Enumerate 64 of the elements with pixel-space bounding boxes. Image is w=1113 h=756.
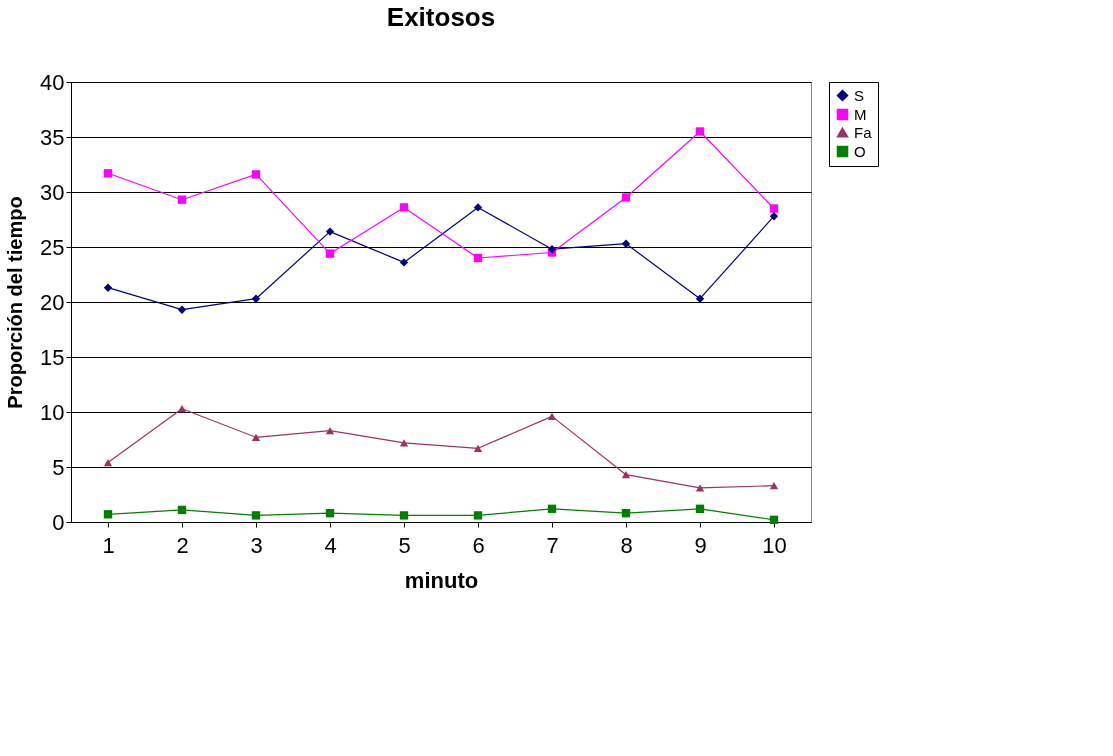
point: [325, 249, 335, 258]
point: [621, 239, 631, 248]
point: [473, 203, 483, 212]
point: [547, 504, 557, 513]
point: [695, 127, 705, 136]
point: [177, 505, 187, 515]
point: [769, 515, 779, 524]
x-tick-label: 2: [176, 532, 189, 558]
point: [473, 253, 483, 263]
x-tick-label: 9: [694, 532, 707, 558]
point: [325, 227, 335, 236]
point: [103, 283, 113, 292]
point: [177, 405, 187, 413]
y-tick-label: 5: [52, 454, 65, 480]
x-tick-label: 4: [324, 532, 337, 558]
legend-label: Fa: [854, 123, 873, 141]
point: [621, 509, 631, 518]
point: [103, 458, 113, 467]
x-tick-label: 6: [472, 532, 485, 558]
point: [251, 433, 261, 441]
x-tick-label: 10: [762, 532, 787, 558]
point: [177, 305, 187, 314]
x-tick-label: 1: [102, 532, 115, 558]
point: [325, 427, 335, 435]
point: [473, 444, 483, 452]
x-tick-label: 5: [398, 532, 411, 558]
point: [103, 169, 113, 178]
point: [399, 258, 409, 267]
point: [325, 509, 335, 518]
point: [769, 212, 779, 221]
y-tick-label: 15: [40, 344, 65, 370]
chart-title: Exitosos: [386, 2, 496, 32]
y-tick-label: 0: [52, 509, 65, 535]
point: [621, 193, 631, 202]
legend-label: O: [854, 142, 866, 160]
point: [547, 412, 557, 421]
point: [177, 195, 187, 204]
point: [769, 482, 779, 490]
point: [621, 471, 631, 479]
point: [251, 294, 261, 303]
x-axis-title: minuto: [404, 567, 479, 593]
y-axis-title: Proporción del tiempo: [4, 196, 27, 409]
y-tick-label: 10: [40, 399, 65, 425]
y-tick-label: 35: [40, 124, 65, 150]
point: [769, 204, 779, 213]
point: [399, 511, 409, 520]
point: [103, 510, 113, 519]
point: [695, 484, 705, 492]
point: [399, 203, 409, 212]
point: [399, 439, 409, 447]
x-tick-label: 7: [546, 532, 559, 558]
legend-label: M: [854, 105, 867, 123]
y-tick-label: 30: [40, 179, 65, 205]
x-tick-label: 3: [250, 532, 263, 558]
x-tick-label: 8: [620, 532, 633, 558]
y-tick-label: 25: [40, 234, 65, 260]
y-tick-label: 40: [40, 69, 65, 95]
point: [695, 294, 705, 303]
point: [251, 511, 261, 520]
legend-label: S: [854, 86, 865, 104]
point: [251, 170, 261, 179]
point: [695, 504, 705, 513]
point: [473, 511, 483, 520]
y-tick-label: 20: [40, 289, 65, 315]
